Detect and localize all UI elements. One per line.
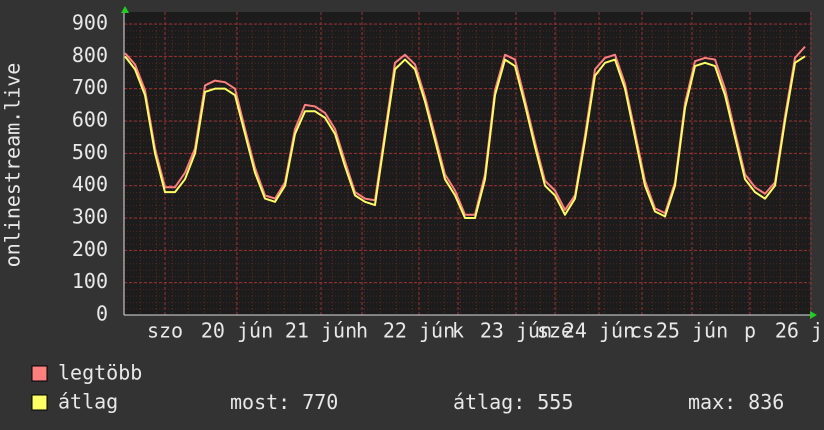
lines [124, 45, 806, 219]
series-line [124, 45, 806, 216]
legend-label: legtöbb [58, 361, 142, 385]
x-tick-label: 25 jún [656, 319, 728, 343]
stat: most: 770 [230, 390, 338, 414]
x-tick-label: cs [630, 319, 654, 343]
legend-swatch [31, 365, 48, 382]
x-tick-label: 21 jún [285, 319, 357, 343]
x-tick-label: 23 jún [480, 319, 552, 343]
y-axis-label: onlinestream.live [1, 63, 25, 268]
x-tick-label: szo [147, 319, 183, 343]
x-tick-label: h [356, 319, 368, 343]
stat-label: átlag: [453, 390, 525, 414]
y-arrow [121, 6, 129, 13]
legend-swatch [31, 394, 48, 411]
stat-value: 555 [537, 390, 573, 414]
y-tick-label: 900 [72, 11, 108, 35]
y-tick-label: 400 [72, 172, 108, 196]
y-tick-label: 600 [72, 108, 108, 132]
minor-grid [124, 24, 810, 315]
y-tick-label: 700 [72, 75, 108, 99]
x-tick-label: sze [537, 319, 573, 343]
stat-label: most: [230, 390, 290, 414]
x-arrow [810, 311, 817, 319]
x-tick-label: 20 jún [201, 319, 273, 343]
y-tick-label: 300 [72, 205, 108, 229]
x-tick-label: p [744, 319, 756, 343]
x-tick-label: k [452, 319, 464, 343]
y-tick-label: 200 [72, 237, 108, 261]
x-tick-label: 24 jún [563, 319, 635, 343]
stat: max: 836 [688, 390, 784, 414]
x-tick-label: 26 jún [775, 319, 824, 343]
stat-value: 836 [748, 390, 784, 414]
legend: legtöbb átlag most: 770 átlag: 555 max: 836 [31, 361, 784, 414]
series-line [124, 55, 806, 219]
y-tick-label: 500 [72, 140, 108, 164]
stat-label: max: [688, 390, 736, 414]
y-tick-label: 0 [96, 302, 108, 326]
y-tick-label: 800 [72, 43, 108, 67]
y-tick-label: 100 [72, 269, 108, 293]
stat: átlag: 555 [453, 390, 573, 414]
legend-label: átlag [58, 390, 118, 414]
x-tick-label: 22 jún [383, 319, 455, 343]
stat-value: 770 [302, 390, 338, 414]
